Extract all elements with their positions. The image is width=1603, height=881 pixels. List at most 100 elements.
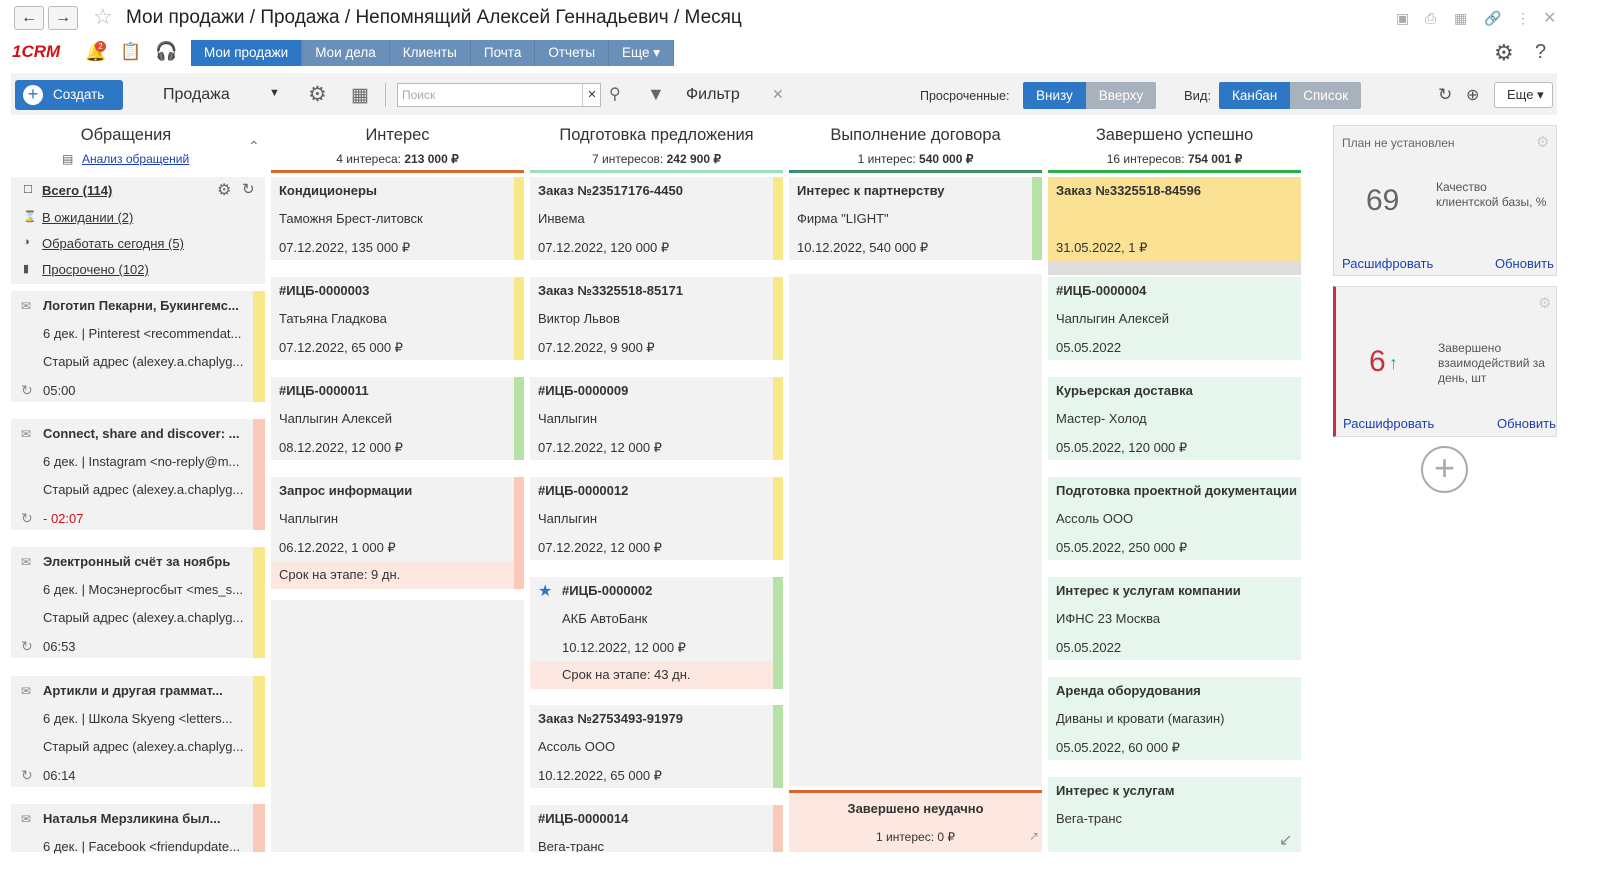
search-icon[interactable]: ⚲ — [609, 86, 621, 103]
filter-today[interactable]: Обработать сегодня (5) — [42, 236, 184, 251]
kanban-card[interactable]: #ИЦБ-0000012 Чаплыгин 07.12.2022, 12 000 ₽ — [530, 477, 783, 560]
count: 1 интерес: — [857, 152, 916, 166]
gear-icon[interactable]: ⚙ — [217, 182, 232, 199]
widget-label: Качество клиентской базы, % — [1436, 180, 1547, 209]
kanban-card[interactable]: Заказ №3325518-85171 Виктор Львов 07.12.20… — [530, 277, 783, 360]
filter-waiting[interactable]: В ожидании (2) — [42, 210, 134, 225]
kanban-card[interactable]: #ИЦБ-0000009 Чаплыгин 07.12.2022, 12 000 ₽ — [530, 377, 783, 460]
create-button[interactable]: + Создать — [15, 80, 123, 110]
refresh-link[interactable]: Обновить — [1497, 416, 1556, 431]
request-item[interactable]: ✉ Артикли и другая граммат... 6 дек. | Ш… — [11, 676, 265, 787]
list-button[interactable]: Список — [1290, 82, 1362, 109]
request-from: 6 дек. | Instagram <no-reply@m... — [43, 454, 240, 469]
kanban-card[interactable]: Кондиционеры Таможня Брест-литовск 07.12.2… — [271, 177, 524, 260]
kanban-card[interactable]: #ИЦБ-0000011 Чаплыгин Алексей 08.12.2022, … — [271, 377, 524, 460]
request-item[interactable]: ✉ Наталья Мерзликина был... 6 дек. | Fac… — [11, 804, 265, 854]
kanban-card[interactable]: Интерес к услугам Вега-транс — [1048, 777, 1301, 852]
overdue-top-button[interactable]: Вверху — [1085, 82, 1157, 109]
kanban-card[interactable]: Запрос информации Чаплыгин 06.12.2022, 1 0… — [271, 477, 524, 589]
card-title: Подготовка проектной документации — [1056, 483, 1297, 498]
menu-reports[interactable]: Отчеты — [535, 40, 610, 66]
card-date-amount: 10.12.2022, 540 000 ₽ — [797, 240, 929, 255]
menu-more[interactable]: Еще ▾ — [609, 40, 675, 66]
kanban-card[interactable]: Заказ №2753493-91979 Ассоль ООО 10.12.2022… — [530, 705, 783, 788]
expand-icon[interactable]: ↗ — [1029, 829, 1040, 843]
card-client: АКБ АвтоБанк — [562, 611, 648, 626]
settings-gear-icon[interactable]: ⚙ — [1494, 40, 1514, 65]
filter-label[interactable]: Фильтр — [686, 86, 740, 103]
kanban-button[interactable]: Канбан — [1219, 82, 1291, 109]
filter-all[interactable]: Всего (114) — [42, 183, 113, 198]
widget-client-quality: План не установлен ⚙ 69 Качество клиентс… — [1333, 125, 1557, 276]
collapse-icon[interactable]: ⌃ — [248, 138, 260, 154]
close-icon[interactable]: ✕ — [1543, 10, 1557, 27]
analysis-link[interactable]: Анализ обращений — [82, 152, 190, 166]
mail-icon: ✉ — [21, 555, 32, 569]
menu-clients[interactable]: Клиенты — [390, 40, 471, 66]
print-icon[interactable]: ⎙ — [1425, 10, 1437, 26]
more-button[interactable]: Еще ▾ — [1494, 82, 1553, 108]
kanban-card[interactable]: Аренда оборудования Диваны и кровати (маг… — [1048, 677, 1301, 760]
request-item[interactable]: ✉ Логотип Пекарни, Букингемс... 6 дек. |… — [11, 291, 265, 402]
overdue-bottom-button[interactable]: Внизу — [1023, 82, 1086, 109]
filter-icon[interactable]: ▼ — [647, 84, 665, 104]
favorite-star-icon[interactable]: ☆ — [93, 4, 113, 29]
kanban-card[interactable]: Заказ №3325518-84596 31.05.2022, 1 ₽ — [1048, 177, 1301, 262]
column-bar — [789, 170, 1042, 173]
headset-icon[interactable]: 🎧 — [155, 41, 178, 61]
menu-my-sales[interactable]: Мои продажи — [191, 40, 303, 66]
kanban-card[interactable]: Подготовка проектной документации Ассоль … — [1048, 477, 1301, 560]
entity-select[interactable]: Продажа — [163, 86, 230, 103]
chevron-down-icon[interactable]: ▼ — [269, 87, 280, 99]
refresh-icon[interactable]: ↻ — [242, 181, 255, 198]
preview-icon[interactable]: ▦ — [1454, 10, 1468, 26]
request-address: Старый адрес (alexey.a.chaplyg... — [43, 739, 244, 754]
request-item[interactable]: ✉ Электронный счёт за ноябрь 6 дек. | Мо… — [11, 547, 265, 658]
add-widget-icon[interactable]: + — [1421, 446, 1468, 493]
search-input[interactable]: Поиск — [397, 83, 601, 107]
card-date-amount: 05.05.2022 — [1056, 340, 1122, 355]
kanban-card[interactable]: Интерес к услугам компании ИФНС 23 Москва… — [1048, 577, 1301, 660]
decode-link[interactable]: Расшифровать — [1342, 256, 1434, 271]
chart-icon[interactable]: ▦ — [351, 85, 369, 106]
gear-icon[interactable]: ⚙ — [1538, 295, 1552, 312]
filter-overdue[interactable]: Просрочено (102) — [42, 262, 149, 277]
gear-icon[interactable]: ⚙ — [1536, 134, 1550, 151]
back-arrow-icon[interactable]: ← — [14, 6, 44, 30]
help-icon[interactable]: ? — [1535, 41, 1547, 63]
forward-arrow-icon[interactable]: → — [48, 6, 78, 30]
refresh-icon[interactable]: ↻ — [1438, 85, 1453, 104]
collapse-arrows-icon[interactable]: ↙ — [1279, 832, 1293, 849]
clear-search-icon[interactable]: ✕ — [582, 84, 601, 106]
kanban-card[interactable]: Курьерская доставка Мастер- Холод 05.05.20… — [1048, 377, 1301, 460]
save-icon[interactable]: ▣ — [1396, 10, 1410, 26]
priority-stripe — [773, 577, 783, 689]
kanban-card[interactable]: Заказ №23517176-4450 Инвема 07.12.2022, 12… — [530, 177, 783, 260]
card-title: #ИЦБ-0000012 — [538, 483, 629, 498]
kanban-card[interactable]: #ИЦБ-0000014 Вега-транс — [530, 805, 783, 852]
kanban-card[interactable]: Интерес к партнерству Фирма "LIGHT" 10.12.… — [789, 177, 1042, 260]
lost-panel[interactable]: Завершено неудачно 1 интерес: 0 ₽ ↗ — [789, 793, 1042, 852]
kanban-card[interactable]: #ИЦБ-0000004 Чаплыгин Алексей 05.05.2022 — [1048, 277, 1301, 360]
menu-my-tasks[interactable]: Мои дела — [302, 40, 390, 66]
gear-icon[interactable]: ⚙ — [308, 83, 327, 106]
app-logo[interactable]: 1CRM — [12, 42, 61, 61]
card-title: #ИЦБ-0000014 — [538, 811, 629, 826]
column-title-contract: Выполнение договора — [830, 126, 1001, 144]
kanban-card[interactable]: #ИЦБ-0000003 Татьяна Гладкова 07.12.2022, … — [271, 277, 524, 360]
kanban-card[interactable]: ★ #ИЦБ-0000002 АКБ АвтоБанк 10.12.2022, 12 … — [530, 577, 783, 689]
priority-stripe — [773, 705, 783, 788]
notification-badge: 2 — [95, 41, 106, 52]
card-title: Запрос информации — [279, 483, 413, 498]
priority-stripe — [514, 377, 524, 460]
main-menu: Мои продажи Мои дела Клиенты Почта Отчет… — [191, 40, 675, 66]
zoom-icon[interactable]: ⊕ — [1466, 87, 1480, 104]
clipboard-icon[interactable]: 📋 — [120, 42, 142, 61]
request-item[interactable]: ✉ Connect, share and discover: ... 6 дек… — [11, 419, 265, 530]
refresh-link[interactable]: Обновить — [1495, 256, 1554, 271]
menu-mail[interactable]: Почта — [471, 40, 536, 66]
more-vertical-icon[interactable]: ⋮ — [1516, 10, 1530, 26]
clear-filter-icon[interactable]: ✕ — [772, 86, 784, 102]
link-icon[interactable]: 🔗 — [1484, 10, 1502, 26]
decode-link[interactable]: Расшифровать — [1343, 416, 1435, 431]
